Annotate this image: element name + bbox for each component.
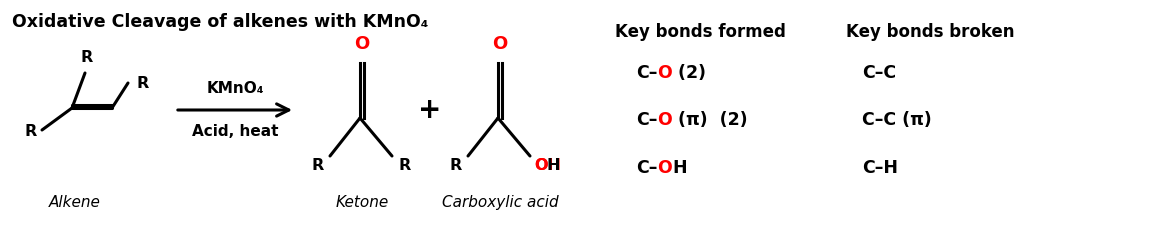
- Text: OH: OH: [534, 158, 561, 173]
- Text: C–: C–: [635, 159, 658, 177]
- Text: (π)  (2): (π) (2): [672, 111, 747, 129]
- Text: R: R: [398, 158, 410, 173]
- Text: O: O: [492, 35, 507, 53]
- Text: C–C: C–C: [862, 64, 897, 82]
- Text: R: R: [80, 50, 93, 65]
- Text: O: O: [658, 111, 672, 129]
- Text: C–C (π): C–C (π): [862, 111, 932, 129]
- Text: Alkene: Alkene: [49, 195, 101, 210]
- Text: O: O: [658, 159, 672, 177]
- Text: Acid, heat: Acid, heat: [191, 124, 279, 139]
- Text: C–: C–: [635, 64, 658, 82]
- Text: O: O: [354, 35, 370, 53]
- Text: +: +: [419, 96, 442, 124]
- Text: R: R: [450, 158, 462, 173]
- Text: H: H: [672, 159, 687, 177]
- Text: KMnO₄: KMnO₄: [206, 81, 264, 96]
- Text: R: R: [24, 124, 37, 139]
- Text: H: H: [546, 158, 560, 173]
- Text: Carboxylic acid: Carboxylic acid: [442, 195, 559, 210]
- Text: Oxidative Cleavage of alkenes with KMnO₄: Oxidative Cleavage of alkenes with KMnO₄: [12, 13, 428, 31]
- Text: R: R: [311, 158, 324, 173]
- Text: Key bonds formed: Key bonds formed: [614, 23, 786, 41]
- Text: Ketone: Ketone: [336, 195, 388, 210]
- Text: (2): (2): [672, 64, 707, 82]
- Text: C–H: C–H: [862, 159, 898, 177]
- Text: O: O: [534, 158, 548, 173]
- Text: Key bonds broken: Key bonds broken: [845, 23, 1014, 41]
- Text: R: R: [136, 75, 148, 90]
- Text: O: O: [658, 64, 672, 82]
- Text: C–: C–: [635, 111, 658, 129]
